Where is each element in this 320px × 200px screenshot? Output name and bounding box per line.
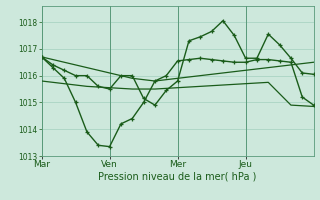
- X-axis label: Pression niveau de la mer( hPa ): Pression niveau de la mer( hPa ): [99, 172, 257, 182]
